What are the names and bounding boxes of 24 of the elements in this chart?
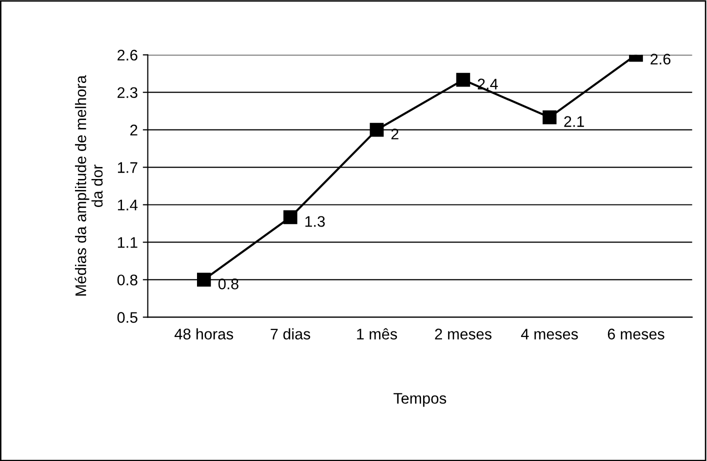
y-tick-label: 1.7 bbox=[118, 162, 138, 173]
x-tick-label: 4 meses bbox=[521, 328, 578, 340]
y-tick-label: 2.3 bbox=[118, 87, 138, 98]
x-axis-title: Tempos bbox=[394, 393, 446, 407]
data-label: 2.6 bbox=[650, 54, 670, 65]
y-tick-label: 1.4 bbox=[118, 200, 138, 210]
point bbox=[283, 210, 298, 224]
x-tick-label: 48 horas bbox=[174, 328, 234, 340]
x-tick-label: 6 meses bbox=[608, 328, 664, 340]
y-axis-title: Médias da amplitude de melhora da dor bbox=[74, 75, 103, 296]
y-tick-label: 1.1 bbox=[118, 237, 138, 248]
data-label: 1.3 bbox=[305, 216, 325, 227]
y-tick-label: 2 bbox=[130, 124, 138, 136]
point bbox=[196, 272, 211, 287]
x-tick-label: 7 dias bbox=[270, 328, 310, 340]
y-tick-label: 0.8 bbox=[117, 274, 138, 286]
point bbox=[542, 110, 557, 124]
y-tick-label: 2.6 bbox=[118, 50, 138, 61]
x-tick-label: 2 meses bbox=[435, 328, 492, 340]
data-label: 2.1 bbox=[564, 116, 584, 127]
x-tick-label: 1 mês bbox=[357, 328, 398, 340]
point bbox=[456, 72, 470, 87]
y-tick-label: 0.5 bbox=[117, 312, 138, 323]
point bbox=[370, 122, 384, 137]
